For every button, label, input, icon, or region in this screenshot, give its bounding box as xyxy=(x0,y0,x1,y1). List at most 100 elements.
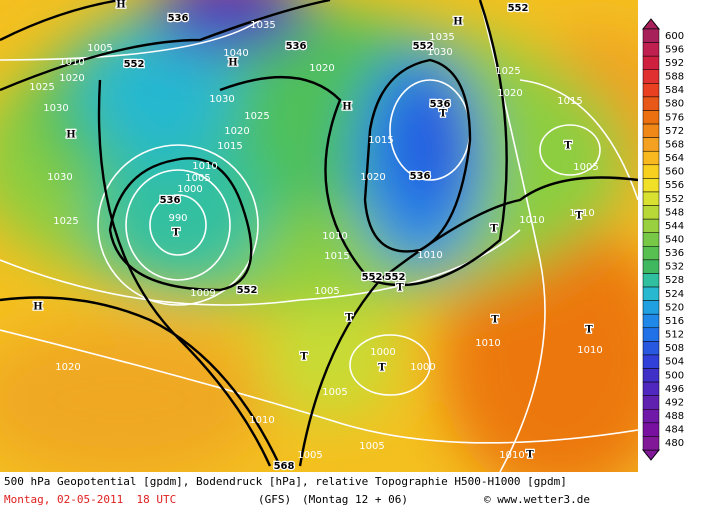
pressure-center: T xyxy=(490,224,498,235)
legend-label: 556 xyxy=(665,180,684,191)
isobar-label: 1030 xyxy=(43,103,68,114)
pressure-center: T xyxy=(439,109,447,120)
isobar-label: 1015 xyxy=(324,251,349,262)
legend-swatch xyxy=(642,150,660,166)
isobar-label: 1040 xyxy=(223,48,248,59)
legend-label: 516 xyxy=(665,316,684,327)
pressure-center: H xyxy=(66,130,75,141)
legend-swatch xyxy=(642,381,660,396)
legend-swatch xyxy=(642,137,660,152)
pressure-center: T xyxy=(575,211,583,222)
isobar-label: 1025 xyxy=(53,216,78,227)
geopotential-label: 552 xyxy=(237,285,258,296)
legend-label: 588 xyxy=(665,72,684,83)
geopotential-label: 536 xyxy=(168,13,189,24)
footer-date: Montag, 02-05-2011 18 UTC xyxy=(4,493,177,506)
isobar-label: 1025 xyxy=(244,111,269,122)
legend-swatch xyxy=(642,178,660,193)
isobar-label: 1020 xyxy=(59,73,84,84)
pressure-center: T xyxy=(396,283,404,294)
pressure-center: T xyxy=(491,315,499,326)
isobar-label: 1009 xyxy=(190,288,215,299)
legend-label: 492 xyxy=(665,397,684,408)
legend-label: 504 xyxy=(665,357,684,368)
legend-swatch xyxy=(642,205,660,220)
legend-label: 576 xyxy=(665,112,684,123)
isobar-label: 1030 xyxy=(209,94,234,105)
geopotential-label: 536 xyxy=(430,99,451,110)
pressure-center: H xyxy=(228,58,237,69)
pressure-center: T xyxy=(526,450,534,461)
legend-label: 572 xyxy=(665,126,684,137)
legend-label: 580 xyxy=(665,99,684,110)
isobar-label: 1005 xyxy=(297,450,322,461)
legend-swatch xyxy=(642,191,660,206)
isobar-label: 1000 xyxy=(410,362,435,373)
legend-swatch xyxy=(642,246,660,261)
legend-swatch xyxy=(642,341,660,356)
geopotential-label: 552 xyxy=(508,3,529,14)
legend-swatch xyxy=(642,300,660,315)
isobar-label: 1010 xyxy=(475,338,500,349)
legend-swatch xyxy=(642,259,660,274)
isobar-label: 1005 xyxy=(185,173,210,184)
legend-swatch xyxy=(642,313,660,329)
footer-model: (GFS) xyxy=(258,493,292,506)
legend-swatch xyxy=(642,422,660,437)
isobar-label: 1035 xyxy=(429,32,454,43)
legend-swatch xyxy=(642,327,660,342)
footer-copyright: © www.wetter3.de xyxy=(484,493,590,506)
legend-label: 560 xyxy=(665,167,684,178)
isobar-label: 1010 xyxy=(577,345,602,356)
legend-swatch xyxy=(642,354,660,369)
legend-label: 528 xyxy=(665,275,684,286)
isobar-label: 1010 xyxy=(499,450,524,461)
legend-swatch xyxy=(642,436,660,451)
footer-line1: 500 hPa Geopotential [gpdm], Bodendruck … xyxy=(4,475,567,488)
legend-label: 520 xyxy=(665,302,684,313)
geopotential-label: 552 xyxy=(413,41,434,52)
geopotential-label: 536 xyxy=(410,171,431,182)
isobar-label: 990 xyxy=(168,213,187,224)
legend-label: 596 xyxy=(665,44,684,55)
geopotential-label: 536 xyxy=(286,41,307,52)
isobar-label: 1010 xyxy=(249,415,274,426)
legend-swatch xyxy=(642,69,660,84)
isobar-label: 1020 xyxy=(309,63,334,74)
legend-swatch xyxy=(642,110,660,125)
legend-label: 600 xyxy=(665,31,684,42)
isobar-label: 1000 xyxy=(370,347,395,358)
legend-swatch xyxy=(642,55,660,70)
legend-label: 488 xyxy=(665,411,684,422)
pressure-center: T xyxy=(378,363,386,374)
isobar-label: 1015 xyxy=(368,135,393,146)
legend-swatch xyxy=(642,123,660,138)
isobar-label: 1030 xyxy=(427,47,452,58)
isobar-label: 1000 xyxy=(177,184,202,195)
isobar-label: 1010 xyxy=(59,57,84,68)
legend-swatch xyxy=(642,409,660,424)
isobar-label: 1005 xyxy=(314,286,339,297)
isobar-label: 1020 xyxy=(224,126,249,137)
pressure-center: H xyxy=(342,102,351,113)
isobar-label: 1030 xyxy=(47,172,72,183)
legend-label: 496 xyxy=(665,384,684,395)
legend-label: 552 xyxy=(665,194,684,205)
legend-label: 484 xyxy=(665,425,684,436)
legend-label: 544 xyxy=(665,221,684,232)
legend-label: 548 xyxy=(665,207,684,218)
legend-swatch xyxy=(642,273,660,288)
legend-swatch xyxy=(642,395,660,410)
isobar-label: 1005 xyxy=(573,162,598,173)
geopotential-label: 536 xyxy=(160,195,181,206)
isobar-label: 1005 xyxy=(322,387,347,398)
pressure-center: H xyxy=(33,302,42,313)
legend-arrow-top xyxy=(641,18,661,30)
isobar-label: 1010 xyxy=(519,215,544,226)
pressure-center: H xyxy=(116,0,125,11)
map xyxy=(0,0,638,472)
legend-label: 584 xyxy=(665,85,684,96)
